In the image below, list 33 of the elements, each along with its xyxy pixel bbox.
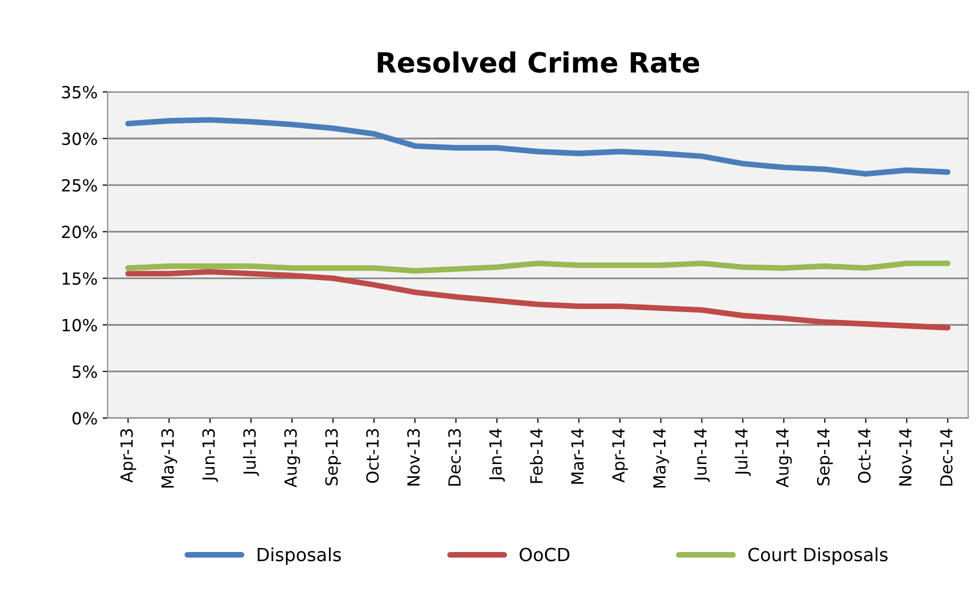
y-tick-label: 20% (62, 226, 97, 238)
x-tick-label: Oct-14 (858, 428, 871, 483)
y-tick-label: 5% (72, 365, 97, 378)
y-tick-label: 10% (62, 318, 97, 332)
y-tick-label: 35% (62, 86, 97, 98)
x-tick-label: Aug-13 (284, 429, 300, 488)
x-tick-label: Jul-13 (242, 429, 259, 476)
x-tick-label: Oct-13 (366, 429, 379, 483)
x-tick-label: Mar-14 (571, 428, 584, 484)
legend-label: Disposals (258, 547, 341, 565)
y-tick-label: 25% (62, 179, 97, 192)
x-tick-label: May-14 (653, 428, 669, 488)
x-tick-label: Aug-14 (776, 428, 792, 488)
legend-label: Court Disposals (748, 547, 888, 565)
chart-title: Resolved Crime Rate (378, 51, 700, 73)
y-tick-label: 15% (62, 272, 97, 285)
x-tick-label: Jun-14 (694, 428, 710, 482)
x-tick-label: Sep-14 (817, 428, 833, 486)
x-tick-label: Apr-14 (612, 428, 628, 483)
x-tick-label: Sep-13 (325, 429, 342, 486)
x-tick-label: Jun-13 (202, 429, 218, 482)
x-tick-label: Jul-14 (734, 428, 751, 476)
y-tick-label: 0% (72, 412, 97, 425)
x-tick-label: Feb-14 (530, 428, 543, 483)
x-tick-label: Nov-13 (407, 429, 420, 486)
x-tick-label: Apr-13 (120, 429, 136, 483)
x-tick-label: Dec-14 (940, 428, 953, 486)
legend-label: OoCD (520, 548, 570, 562)
x-tick-label: Jan-14 (489, 428, 505, 482)
x-tick-label: Nov-14 (899, 428, 912, 486)
x-tick-label: May-13 (161, 429, 178, 488)
y-tick-label: 30% (62, 132, 97, 146)
x-tick-label: Dec-13 (448, 429, 461, 486)
